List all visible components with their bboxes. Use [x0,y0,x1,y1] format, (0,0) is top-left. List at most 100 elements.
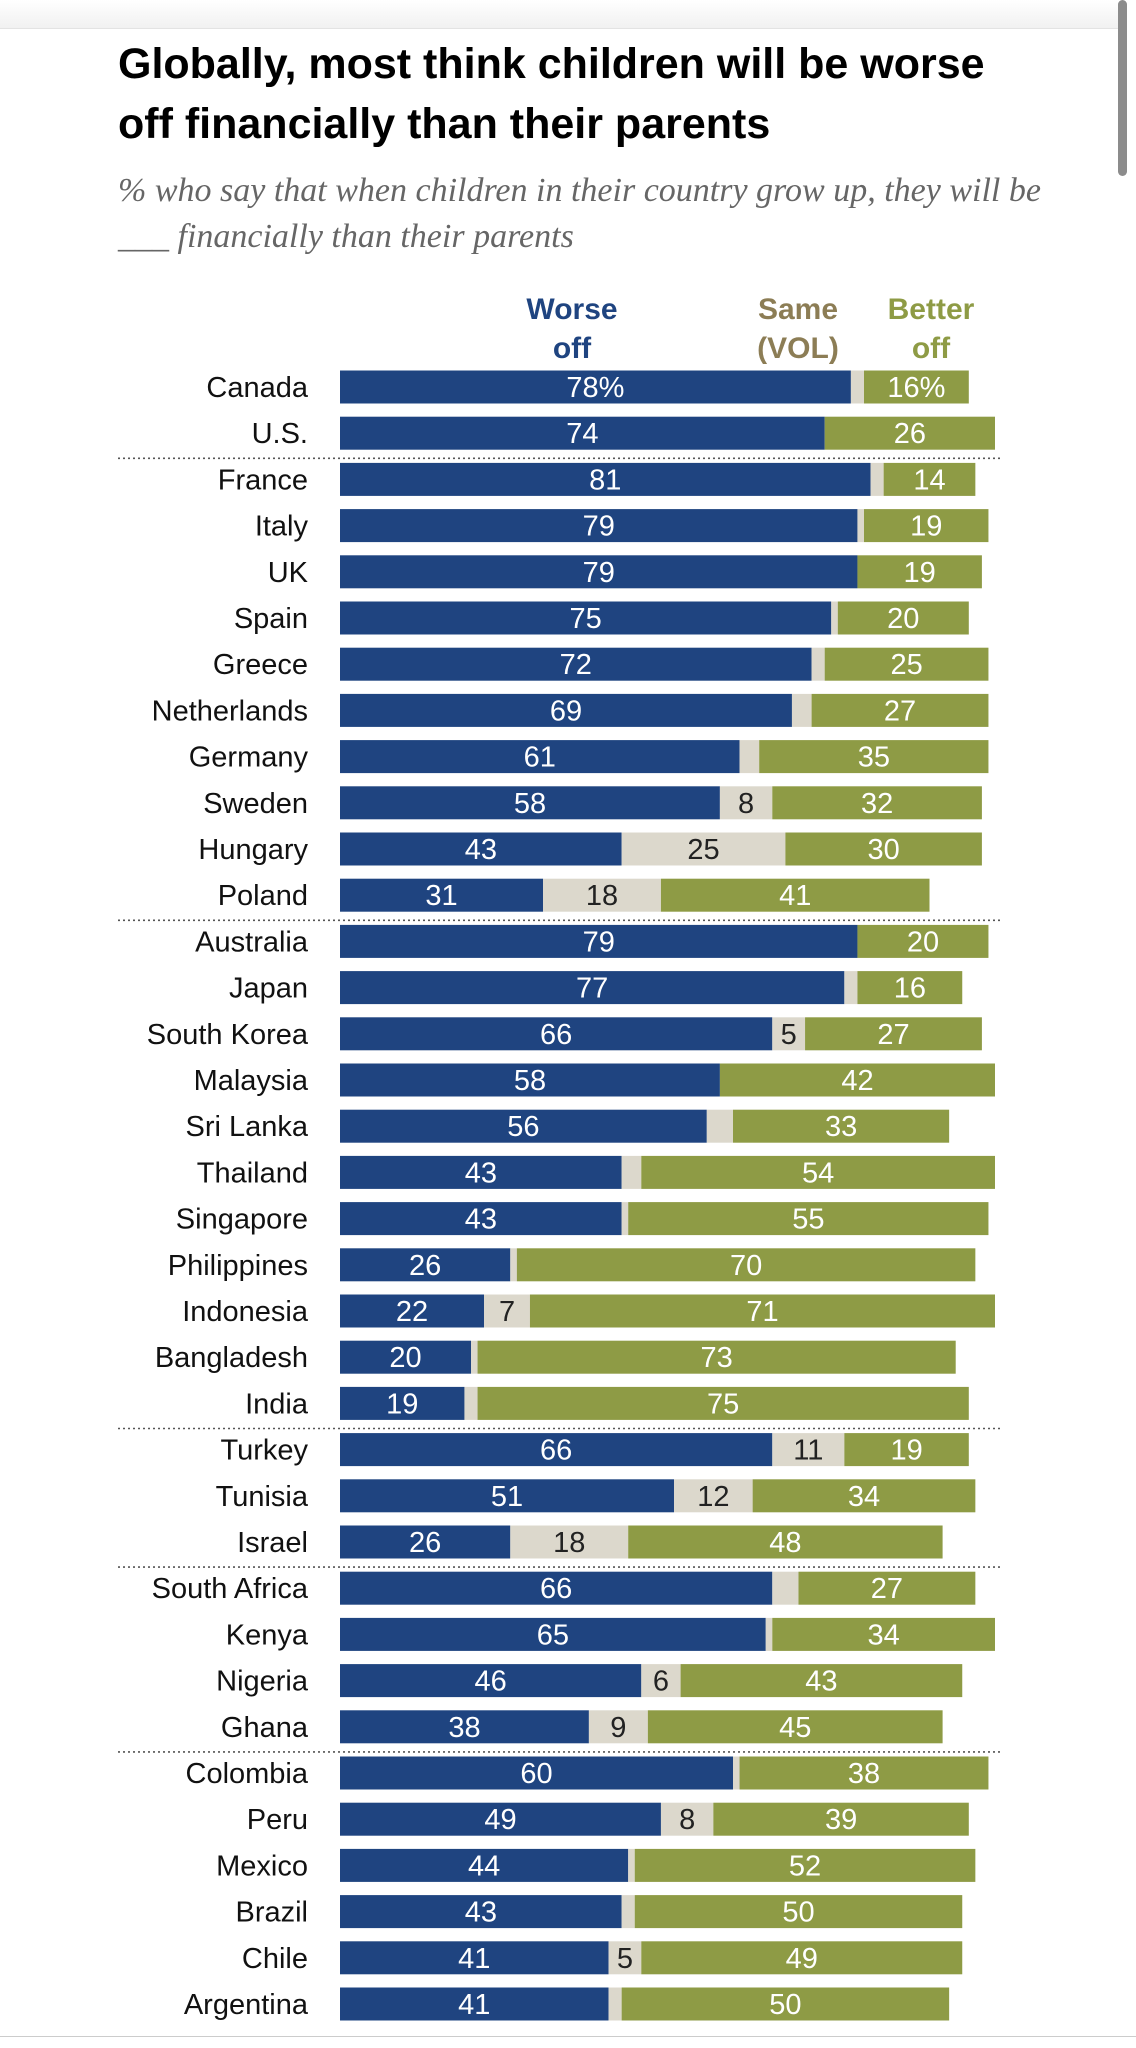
bar-better-argentina [621,1987,950,2021]
value-label-worse-sweden: 58 [514,788,546,820]
bar-worse-brazil [340,1895,622,1929]
bar-worse-peru [340,1802,661,1836]
bar-better-malaysia [719,1063,995,1097]
bar-better-thailand [641,1155,995,1189]
worse-header-line-1: Worse [526,293,617,326]
value-label-same-indonesia: 7 [499,1296,515,1328]
value-label-worse-spain: 75 [569,603,601,635]
value-label-worse-indonesia: 22 [396,1296,428,1328]
country-label-u-s: U.S. [252,418,308,450]
value-label-same-ghana: 9 [610,1712,626,1744]
bar-better-italy [864,509,989,543]
bar-better-brazil [634,1895,963,1929]
value-label-worse-u-s: 74 [566,418,598,450]
scrollbar-thumb[interactable] [1118,0,1127,176]
value-label-better-france: 14 [913,464,945,496]
value-label-better-hungary: 30 [868,834,900,866]
bar-same-turkey [772,1433,845,1467]
value-label-same-nigeria: 6 [653,1666,669,1698]
bar-worse-indonesia [340,1294,485,1328]
bar-better-nigeria [680,1664,963,1698]
value-label-same-turkey: 11 [793,1435,823,1467]
bar-better-germany [759,740,989,774]
bar-worse-bangladesh [340,1340,471,1374]
value-label-same-peru: 8 [679,1804,695,1836]
value-label-same-south-korea: 5 [781,1019,797,1051]
value-label-better-germany: 35 [858,742,890,774]
country-label-south-africa: South Africa [152,1573,309,1605]
bar-same-colombia [733,1756,740,1790]
bar-better-india [477,1386,969,1420]
value-label-better-singapore: 55 [792,1204,824,1236]
country-label-australia: Australia [195,926,309,958]
country-label-japan: Japan [229,973,308,1005]
value-label-worse-ghana: 38 [448,1712,480,1744]
bar-better-sweden [772,786,982,820]
value-label-better-philippines: 70 [730,1250,762,1282]
country-label-singapore: Singapore [176,1204,308,1236]
value-label-better-sweden: 32 [861,788,893,820]
value-label-worse-brazil: 43 [465,1897,497,1929]
value-label-worse-australia: 79 [583,926,615,958]
value-label-better-ghana: 45 [779,1712,811,1744]
value-label-worse-tunisia: 51 [491,1481,523,1513]
value-label-worse-kenya: 65 [537,1619,569,1651]
value-label-better-thailand: 54 [802,1157,834,1189]
country-label-greece: Greece [213,649,308,681]
bar-better-canada [864,370,969,404]
bar-worse-chile [340,1941,609,1975]
country-label-turkey: Turkey [220,1435,308,1467]
country-label-indonesia: Indonesia [182,1296,309,1328]
bar-same-poland [543,878,661,912]
bar-worse-singapore [340,1202,622,1236]
value-label-better-bangladesh: 73 [700,1342,732,1374]
value-label-better-south-korea: 27 [877,1019,909,1051]
bar-same-ghana [588,1710,648,1744]
value-label-better-south-africa: 27 [871,1573,903,1605]
value-label-better-peru: 39 [825,1804,857,1836]
bar-same-india [464,1386,478,1420]
bar-same-japan [844,971,858,1005]
bar-better-netherlands [811,693,989,727]
bar-same-peru [660,1802,714,1836]
value-label-better-australia: 20 [907,926,939,958]
bar-same-germany [739,740,760,774]
better-header-line-1: Better [888,293,975,326]
country-label-peru: Peru [247,1804,308,1836]
country-label-mexico: Mexico [216,1850,308,1882]
country-label-germany: Germany [189,742,309,774]
bar-same-south-africa [772,1571,799,1605]
bar-worse-hungary [340,832,622,866]
value-label-better-mexico: 52 [789,1850,821,1882]
bar-better-poland [660,878,930,912]
bar-same-thailand [621,1155,642,1189]
bar-better-south-africa [798,1571,976,1605]
bar-worse-mexico [340,1848,629,1882]
bar-worse-france [340,462,871,496]
bar-same-kenya [765,1617,773,1651]
value-label-better-indonesia: 71 [746,1296,778,1328]
value-label-same-tunisia: 12 [697,1481,729,1513]
bar-better-philippines [516,1248,976,1282]
country-label-malaysia: Malaysia [194,1065,309,1097]
bar-worse-canada [340,370,851,404]
country-label-uk: UK [268,557,309,589]
bottom-divider [0,2036,1136,2037]
bar-worse-greece [340,647,812,681]
value-label-better-poland: 41 [779,880,811,912]
country-label-sweden: Sweden [203,788,308,820]
bar-better-spain [837,601,969,635]
bar-better-israel [628,1525,943,1559]
same-header-line-1: Same [758,293,838,326]
country-label-ghana: Ghana [221,1712,309,1744]
bar-same-brazil [621,1895,635,1929]
value-label-worse-chile: 41 [458,1943,490,1975]
value-label-worse-hungary: 43 [465,834,497,866]
bar-worse-nigeria [340,1664,642,1698]
value-label-better-spain: 20 [887,603,919,635]
value-label-worse-turkey: 66 [540,1435,572,1467]
bar-same-israel [510,1525,629,1559]
value-label-worse-malaysia: 58 [514,1065,546,1097]
bar-better-kenya [772,1617,995,1651]
